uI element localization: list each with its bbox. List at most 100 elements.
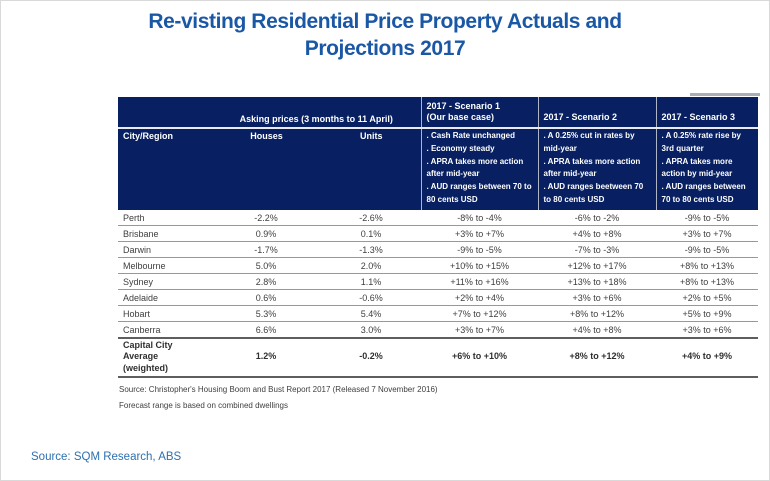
units-cell: -0.6% bbox=[321, 289, 422, 307]
city-cell: Hobart bbox=[118, 305, 211, 323]
scenario-1-subname: (Our base case) bbox=[426, 112, 495, 123]
summary-label: Capital City Average (weighted) bbox=[118, 336, 211, 378]
scenario-3-header: 2017 - Scenario 3 bbox=[655, 97, 759, 129]
assumption: . A 0.25% rate rise by 3rd quarter bbox=[661, 131, 741, 153]
scenario-2-assumptions: . A 0.25% cut in rates by mid-year . APR… bbox=[537, 128, 657, 210]
summary-label-line2: (weighted) bbox=[123, 363, 168, 374]
houses-cell: 5.0% bbox=[211, 257, 321, 275]
scenario-2-cell: +3% to +6% bbox=[538, 289, 657, 307]
scenario-3-cell: +8% to +13% bbox=[656, 257, 759, 275]
houses-cell: 5.3% bbox=[211, 305, 321, 323]
city-cell: Melbourne bbox=[118, 257, 211, 275]
column-header-city-region: City/Region bbox=[118, 128, 211, 210]
scenario-1-cell: +2% to +4% bbox=[421, 289, 539, 307]
units-cell: -2.6% bbox=[321, 209, 422, 227]
assumption: . Cash Rate unchanged bbox=[426, 131, 515, 140]
scenario-1-cell: +3% to +7% bbox=[421, 225, 539, 243]
scenario-1-cell: +6% to +10% bbox=[421, 336, 539, 378]
column-header-houses: Houses bbox=[211, 128, 321, 210]
city-cell: Adelaide bbox=[118, 289, 211, 307]
houses-cell: 2.8% bbox=[211, 273, 321, 291]
decorative-strip bbox=[690, 93, 760, 96]
units-cell: 3.0% bbox=[321, 321, 422, 339]
scenario-1-cell: +3% to +7% bbox=[421, 321, 539, 339]
scenario-1-cell: +7% to +12% bbox=[421, 305, 539, 323]
table-footnotes: Source: Christopher's Housing Boom and B… bbox=[118, 382, 758, 414]
scenario-1-cell: -8% to -4% bbox=[421, 209, 539, 227]
units-cell: -1.3% bbox=[321, 241, 422, 259]
city-cell: Darwin bbox=[118, 241, 211, 259]
table-row-capital-city-average: Capital City Average (weighted) 1.2% -0.… bbox=[118, 336, 759, 378]
table-row-adelaide: Adelaide 0.6% -0.6% +2% to +4% +3% to +6… bbox=[118, 289, 759, 307]
asking-prices-header: Asking prices (3 months to 11 April) bbox=[211, 97, 422, 129]
scenario-3-assumptions: . A 0.25% rate rise by 3rd quarter . APR… bbox=[655, 128, 759, 210]
scenario-1-name: 2017 - Scenario 1 bbox=[426, 100, 501, 111]
scenario-1-cell: -9% to -5% bbox=[421, 241, 539, 259]
table-row-perth: Perth -2.2% -2.6% -8% to -4% -6% to -2% … bbox=[118, 209, 759, 227]
header-band-top: Asking prices (3 months to 11 April) 201… bbox=[118, 97, 759, 129]
assumption: . APRA takes more action after mid-year bbox=[543, 156, 641, 179]
scenario-3-cell: -9% to -5% bbox=[656, 241, 759, 259]
city-cell: Brisbane bbox=[118, 225, 211, 243]
scenario-3-cell: +3% to +7% bbox=[656, 225, 759, 243]
assumption: . AUD ranges between 70 to 80 cents USD bbox=[661, 182, 746, 204]
scenario-1-header: 2017 - Scenario 1 (Our base case) bbox=[420, 97, 539, 129]
scenario-3-cell: +5% to +9% bbox=[656, 305, 759, 323]
table-row-canberra: Canberra 6.6% 3.0% +3% to +7% +4% to +8%… bbox=[118, 321, 759, 339]
assumption: . APRA takes more action by mid-year bbox=[661, 156, 733, 179]
page-source: Source: SQM Research, ABS bbox=[31, 451, 182, 463]
scenario-2-cell: -7% to -3% bbox=[538, 241, 657, 259]
scenario-2-cell: +4% to +8% bbox=[538, 225, 657, 243]
houses-cell: 0.9% bbox=[211, 225, 321, 243]
houses-cell: 1.2% bbox=[211, 336, 321, 378]
table-row-sydney: Sydney 2.8% 1.1% +11% to +16% +13% to +1… bbox=[118, 273, 759, 291]
table-row-darwin: Darwin -1.7% -1.3% -9% to -5% -7% to -3%… bbox=[118, 241, 759, 259]
scenario-2-cell: +4% to +8% bbox=[538, 321, 657, 339]
scenario-2-cell: +8% to +12% bbox=[538, 305, 657, 323]
price-table-container: Asking prices (3 months to 11 April) 201… bbox=[118, 97, 759, 414]
units-cell: 5.4% bbox=[321, 305, 422, 323]
city-cell: Perth bbox=[118, 209, 211, 227]
assumption: . AUD ranges beetween 70 to 80 cents USD bbox=[543, 182, 644, 204]
units-cell: 0.1% bbox=[321, 225, 422, 243]
houses-cell: 0.6% bbox=[211, 289, 321, 307]
city-cell: Canberra bbox=[118, 321, 211, 339]
scenario-2-cell: -6% to -2% bbox=[538, 209, 657, 227]
scenario-1-cell: +10% to +15% bbox=[421, 257, 539, 275]
header-band-bottom: City/Region Houses Units . Cash Rate unc… bbox=[118, 128, 759, 210]
footnote-forecast-range: Forecast range is based on combined dwel… bbox=[119, 400, 288, 410]
assumption: . A 0.25% cut in rates by mid-year bbox=[543, 131, 635, 153]
scenario-2-cell: +12% to +17% bbox=[538, 257, 657, 275]
table-row-brisbane: Brisbane 0.9% 0.1% +3% to +7% +4% to +8%… bbox=[118, 225, 759, 243]
assumption: . AUD ranges between 70 to 80 cents USD bbox=[426, 182, 532, 204]
scenario-3-cell: +3% to +6% bbox=[656, 321, 759, 339]
column-header-units: Units bbox=[321, 128, 422, 210]
scenario-3-cell: -9% to -5% bbox=[656, 209, 759, 227]
footnote-report-source: Source: Christopher's Housing Boom and B… bbox=[119, 384, 438, 394]
scenario-2-header: 2017 - Scenario 2 bbox=[537, 97, 657, 129]
summary-label-line1: Capital City Average bbox=[123, 339, 173, 362]
scenario-1-cell: +11% to +16% bbox=[421, 273, 539, 291]
houses-cell: -1.7% bbox=[211, 241, 321, 259]
scenario-1-assumptions: . Cash Rate unchanged . Economy steady .… bbox=[420, 128, 539, 210]
table-row-melbourne: Melbourne 5.0% 2.0% +10% to +15% +12% to… bbox=[118, 257, 759, 275]
scenario-3-cell: +4% to +9% bbox=[656, 336, 759, 378]
scenario-2-name: 2017 - Scenario 2 bbox=[543, 112, 618, 123]
page-title: Re-visting Residential Price Property Ac… bbox=[148, 10, 622, 61]
assumption: . Economy steady bbox=[426, 143, 495, 153]
units-cell: -0.2% bbox=[321, 336, 422, 378]
units-cell: 1.1% bbox=[321, 273, 422, 291]
scenario-2-cell: +8% to +12% bbox=[538, 336, 657, 378]
header-city-blank bbox=[118, 97, 211, 129]
scenario-3-cell: +2% to +5% bbox=[656, 289, 759, 307]
houses-cell: 6.6% bbox=[211, 321, 321, 339]
scenario-2-cell: +13% to +18% bbox=[538, 273, 657, 291]
table-row-hobart: Hobart 5.3% 5.4% +7% to +12% +8% to +12%… bbox=[118, 305, 759, 323]
scenario-3-name: 2017 - Scenario 3 bbox=[661, 112, 736, 123]
scenario-3-cell: +8% to +13% bbox=[656, 273, 759, 291]
assumption: . APRA takes more action after mid-year bbox=[426, 156, 524, 179]
units-cell: 2.0% bbox=[321, 257, 422, 275]
city-cell: Sydney bbox=[118, 273, 211, 291]
houses-cell: -2.2% bbox=[211, 209, 321, 227]
